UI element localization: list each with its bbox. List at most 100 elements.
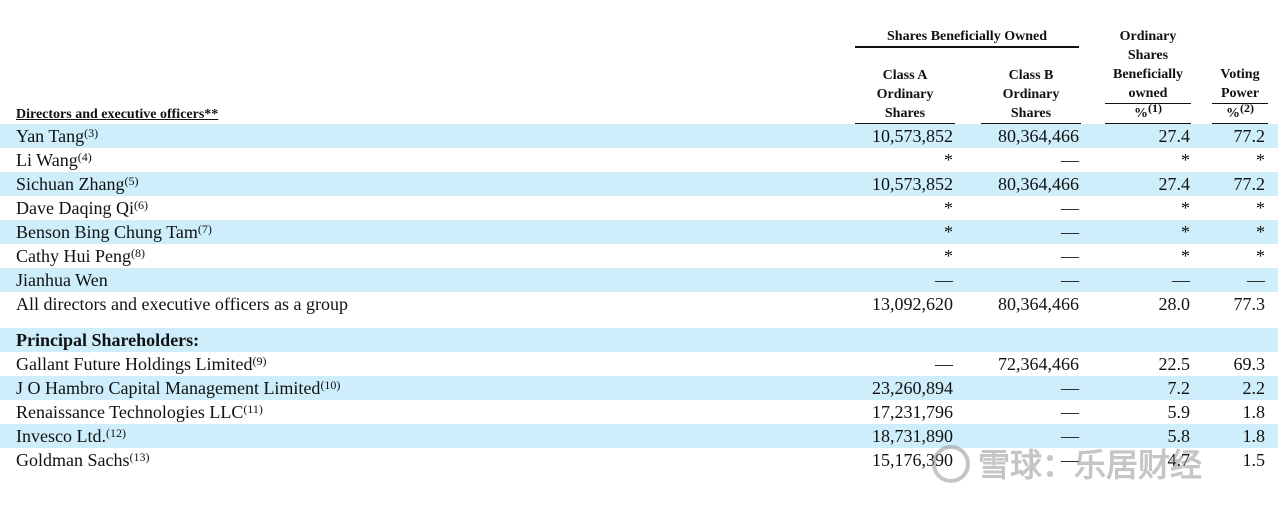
- class-b-line-2: Ordinary: [1002, 87, 1060, 102]
- table-row: Renaissance Technologies LLC(11) 17,231,7…: [0, 400, 1278, 424]
- holder-name: J O Hambro Capital Management Limited(10…: [16, 376, 340, 400]
- ordinary-pct-value: 22.5: [1158, 354, 1191, 374]
- voting-power-value: 77.3: [1233, 294, 1266, 314]
- ordinary-pct-value: 27.4: [1158, 174, 1191, 194]
- footnote-ref: (9): [252, 354, 267, 368]
- voting-power-header: Voting Power %(2): [1212, 65, 1268, 124]
- holder-name-text: Goldman Sachs: [16, 450, 130, 470]
- holder-name: Renaissance Technologies LLC(11): [16, 400, 263, 424]
- class-a-value: *: [944, 246, 953, 266]
- ordinary-pct-line-1: Ordinary: [1119, 29, 1177, 44]
- table-row: Yan Tang(3) 10,573,852 80,364,466 27.4 77.2: [0, 124, 1278, 148]
- principal-rows: Gallant Future Holdings Limited(9) — 72,36…: [0, 352, 1278, 472]
- class-a-header: Class A Ordinary Shares: [855, 66, 955, 124]
- holder-name: All directors and executive officers as …: [16, 292, 348, 316]
- ordinary-pct-unit-symbol: %: [1134, 106, 1148, 121]
- ordinary-pct-value: *: [1181, 222, 1190, 242]
- class-a-value: 18,731,890: [872, 426, 953, 446]
- holder-name: Dave Daqing Qi(6): [16, 196, 148, 220]
- class-a-line-3: Shares: [855, 104, 955, 124]
- ordinary-pct-footnote: (1): [1148, 101, 1162, 115]
- class-b-line-1: Class B: [1008, 68, 1054, 83]
- class-a-value: —: [935, 354, 953, 374]
- ordinary-pct-line-3: Beneficially: [1113, 67, 1183, 82]
- footnote-ref: (7): [197, 222, 212, 236]
- voting-power-value: *: [1256, 150, 1265, 170]
- table-row: Invesco Ltd.(12) 18,731,890 — 5.8 1.8: [0, 424, 1278, 448]
- voting-unit: %(2): [1212, 101, 1268, 124]
- principal-shareholders-label: Principal Shareholders:: [16, 330, 200, 350]
- ordinary-pct-line-4: owned: [1105, 84, 1191, 104]
- holder-name: Benson Bing Chung Tam(7): [16, 220, 212, 244]
- voting-power-value: 1.8: [1242, 402, 1266, 422]
- voting-power-value: —: [1247, 270, 1265, 290]
- holder-name-text: Invesco Ltd.: [16, 426, 106, 446]
- voting-power-value: 1.5: [1242, 450, 1266, 470]
- holder-name-text: Sichuan Zhang: [16, 174, 125, 194]
- class-a-line-2: Ordinary: [876, 87, 934, 102]
- class-a-value: 10,573,852: [872, 126, 953, 146]
- holder-name: Li Wang(4): [16, 148, 92, 172]
- ordinary-pct-value: *: [1181, 150, 1190, 170]
- class-b-value: 80,364,466: [998, 294, 1079, 314]
- class-a-value: 10,573,852: [872, 174, 953, 194]
- class-a-value: 23,260,894: [872, 378, 953, 398]
- principal-section-row: Principal Shareholders:: [0, 328, 1278, 352]
- holder-name-text: Li Wang: [16, 150, 78, 170]
- voting-power-value: 69.3: [1233, 354, 1266, 374]
- holder-name-text: Gallant Future Holdings Limited: [16, 354, 253, 374]
- footnote-ref: (4): [77, 150, 92, 164]
- ordinary-pct-value: *: [1181, 198, 1190, 218]
- class-a-value: 17,231,796: [872, 402, 953, 422]
- voting-footnote: (2): [1240, 101, 1254, 115]
- class-b-value: —: [1061, 402, 1079, 422]
- ordinary-pct-unit: %(1): [1105, 101, 1191, 124]
- table-row: Sichuan Zhang(5) 10,573,852 80,364,466 27.4…: [0, 172, 1278, 196]
- table-row: J O Hambro Capital Management Limited(10…: [0, 376, 1278, 400]
- class-b-value: —: [1061, 450, 1079, 470]
- voting-power-value: 77.2: [1233, 126, 1266, 146]
- directors-section-label: Directors and executive officers**: [16, 107, 219, 122]
- class-b-value: —: [1061, 426, 1079, 446]
- class-a-value: *: [944, 198, 953, 218]
- class-a-value: 13,092,620: [872, 294, 953, 314]
- holder-name-text: Benson Bing Chung Tam: [16, 222, 198, 242]
- voting-power-value: *: [1256, 246, 1265, 266]
- footnote-ref: (13): [129, 450, 150, 464]
- holder-name: Sichuan Zhang(5): [16, 172, 138, 196]
- holder-name-text: Cathy Hui Peng: [16, 246, 131, 266]
- director-rows: Yan Tang(3) 10,573,852 80,364,466 27.4 77.2 L…: [0, 124, 1278, 316]
- holder-name: Goldman Sachs(13): [16, 448, 149, 472]
- table-row: Jianhua Wen — — — —: [0, 268, 1278, 292]
- table-row: Dave Daqing Qi(6) * — * *: [0, 196, 1278, 220]
- holder-name: Cathy Hui Peng(8): [16, 244, 145, 268]
- class-b-line-3: Shares: [981, 104, 1081, 124]
- footnote-ref: (12): [105, 426, 126, 440]
- class-a-value: *: [944, 150, 953, 170]
- class-b-value: 80,364,466: [998, 174, 1079, 194]
- class-b-value: —: [1061, 198, 1079, 218]
- holder-name: Gallant Future Holdings Limited(9): [16, 352, 266, 376]
- table-row: Goldman Sachs(13) 15,176,390 — 4.7 1.5: [0, 448, 1278, 472]
- table-row: Cathy Hui Peng(8) * — * *: [0, 244, 1278, 268]
- table-row: Gallant Future Holdings Limited(9) — 72,36…: [0, 352, 1278, 376]
- class-a-line-1: Class A: [882, 68, 928, 83]
- holder-name-text: J O Hambro Capital Management Limited: [16, 378, 321, 398]
- voting-power-value: 1.8: [1242, 426, 1266, 446]
- voting-line-1: Voting: [1220, 67, 1260, 82]
- footnote-ref: (5): [124, 174, 139, 188]
- footnote-ref: (8): [131, 246, 145, 260]
- class-b-value: —: [1061, 246, 1079, 266]
- class-b-value: —: [1061, 270, 1079, 290]
- ordinary-pct-value: —: [1172, 270, 1190, 290]
- holder-name: Yan Tang(3): [16, 124, 98, 148]
- footnote-ref: (3): [84, 126, 99, 140]
- class-b-value: —: [1061, 150, 1079, 170]
- voting-power-value: 2.2: [1242, 378, 1266, 398]
- holder-name: Invesco Ltd.(12): [16, 424, 126, 448]
- footnote-ref: (11): [243, 402, 263, 416]
- ordinary-pct-value: 27.4: [1158, 126, 1191, 146]
- table-row: Li Wang(4) * — * *: [0, 148, 1278, 172]
- holder-name: Jianhua Wen: [16, 268, 108, 292]
- ordinary-pct-header: Ordinary Shares Beneficially owned %(1): [1105, 27, 1191, 124]
